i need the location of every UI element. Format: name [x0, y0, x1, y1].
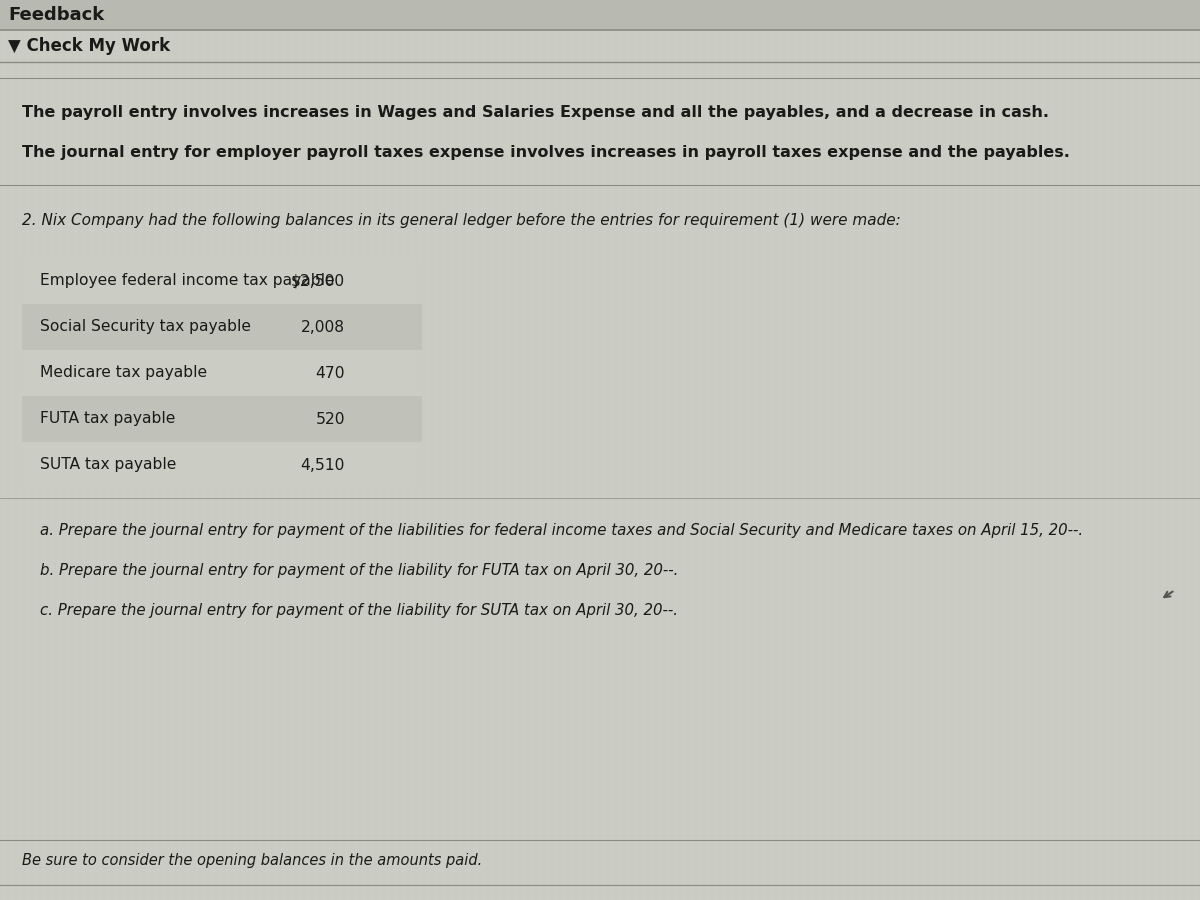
Text: 2. Nix Company had the following balances in its general ledger before the entri: 2. Nix Company had the following balance…	[22, 212, 901, 228]
Bar	[22, 258, 422, 304]
Bar	[22, 396, 422, 442]
Text: 2,008: 2,008	[301, 320, 346, 335]
Text: ▼ Check My Work: ▼ Check My Work	[8, 37, 170, 55]
Text: b. Prepare the journal entry for payment of the liability for FUTA tax on April : b. Prepare the journal entry for payment…	[40, 562, 678, 578]
Text: Employee federal income tax payable: Employee federal income tax payable	[40, 274, 335, 289]
Text: 4,510: 4,510	[301, 457, 346, 472]
Bar	[22, 442, 422, 488]
Bar	[22, 350, 422, 396]
Text: $2,500: $2,500	[290, 274, 346, 289]
Text: Medicare tax payable: Medicare tax payable	[40, 365, 208, 381]
Text: SUTA tax payable: SUTA tax payable	[40, 457, 176, 472]
Text: 470: 470	[316, 365, 346, 381]
Bar	[0, 0, 1200, 30]
Text: The payroll entry involves increases in Wages and Salaries Expense and all the p: The payroll entry involves increases in …	[22, 104, 1049, 120]
Text: Feedback: Feedback	[8, 6, 104, 24]
Text: The journal entry for employer payroll taxes expense involves increases in payro: The journal entry for employer payroll t…	[22, 146, 1070, 160]
Text: FUTA tax payable: FUTA tax payable	[40, 411, 175, 427]
Text: a. Prepare the journal entry for payment of the liabilities for federal income t: a. Prepare the journal entry for payment…	[40, 523, 1084, 537]
Bar	[22, 304, 422, 350]
Text: Social Security tax payable: Social Security tax payable	[40, 320, 251, 335]
Text: Be sure to consider the opening balances in the amounts paid.: Be sure to consider the opening balances…	[22, 852, 482, 868]
Text: 520: 520	[316, 411, 346, 427]
Text: c. Prepare the journal entry for payment of the liability for SUTA tax on April : c. Prepare the journal entry for payment…	[40, 602, 678, 617]
